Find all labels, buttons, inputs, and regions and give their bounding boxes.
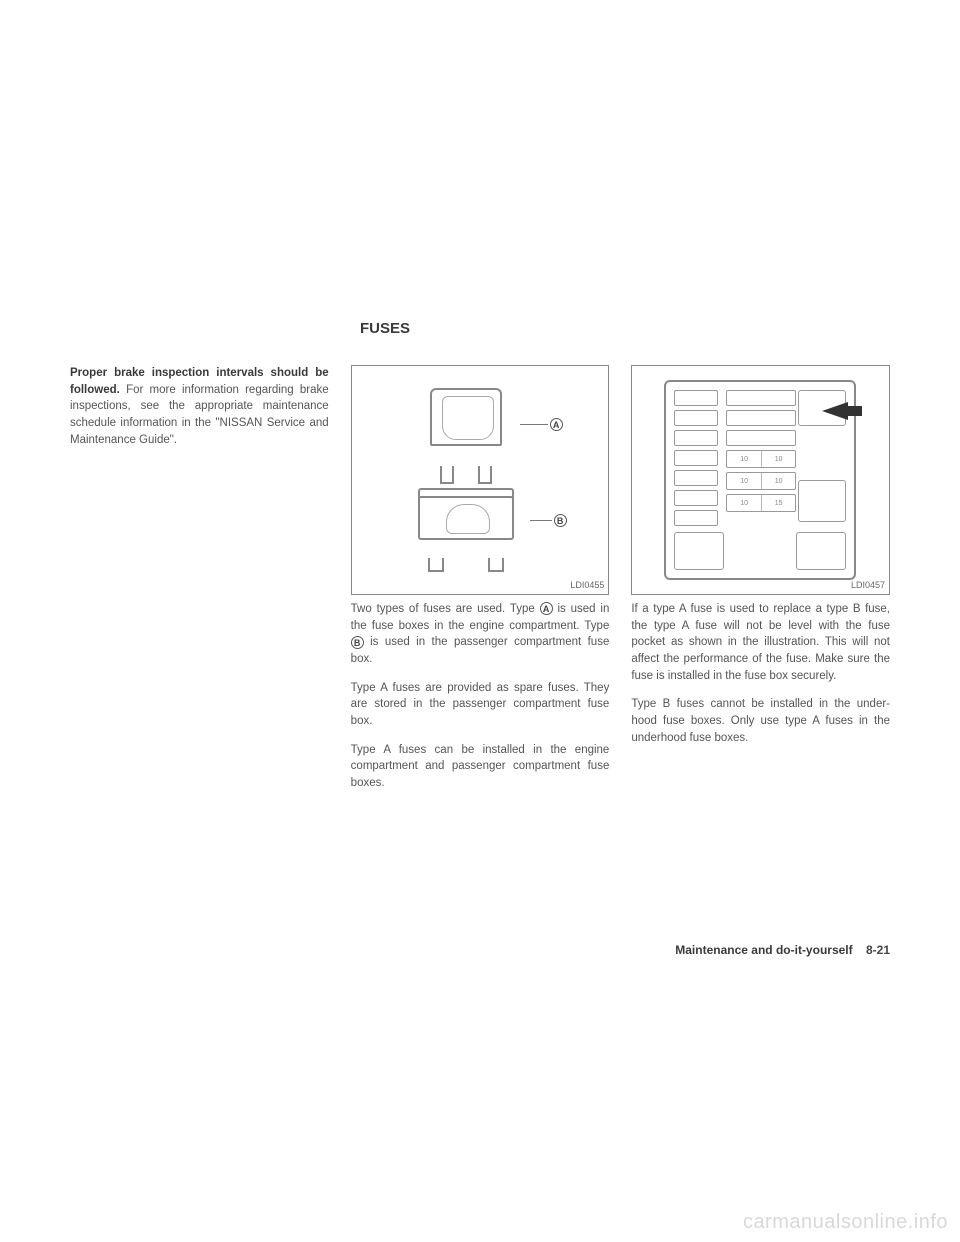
- fuse-num: 10: [727, 451, 762, 467]
- col2-para2: Type A fuses are provided as spare fuses…: [351, 680, 610, 730]
- column-2: A B LDI0455 Two types of fuses are used.…: [351, 365, 610, 804]
- fuse-type-b-icon: [418, 496, 514, 558]
- arrow-icon: [822, 402, 848, 420]
- watermark: carmanualsonline.info: [743, 1211, 948, 1234]
- col2-p1c: is used in the passenger compartment fus…: [351, 636, 610, 665]
- label-a: A: [520, 418, 563, 431]
- column-3: 1010 1010 1015 LDI0457 If a type A fuse …: [631, 365, 890, 804]
- manual-page: FUSES Proper brake inspection intervals …: [70, 320, 890, 804]
- columns-wrap: Proper brake inspection intervals should…: [70, 365, 890, 804]
- fuse-num: 10: [727, 495, 762, 511]
- col2-para1: Two types of fuses are used. Type A is u…: [351, 601, 610, 668]
- fuse-num: 10: [727, 473, 762, 489]
- fig2-caption: LDI0457: [851, 579, 885, 592]
- inline-circle-b-icon: B: [351, 636, 364, 649]
- col1-para1: Proper brake inspection intervals should…: [70, 365, 329, 448]
- fuse-type-a-icon: [430, 388, 502, 466]
- inline-circle-a-icon: A: [540, 602, 553, 615]
- col2-para3: Type A fuses can be installed in the eng…: [351, 742, 610, 792]
- fuse-num: 10: [762, 451, 796, 467]
- figure-fuse-types: A B LDI0455: [351, 365, 610, 595]
- fuse-box-icon: 1010 1010 1015: [664, 380, 856, 580]
- section-title: FUSES: [360, 320, 890, 337]
- column-1: Proper brake inspection intervals should…: [70, 365, 329, 804]
- col2-p1a: Two types of fuses are used. Type: [351, 603, 540, 615]
- page-footer: Maintenance and do-it-yourself 8-21: [675, 943, 890, 957]
- fuse-num: 10: [762, 473, 796, 489]
- circle-b-icon: B: [554, 514, 567, 527]
- circle-a-icon: A: [550, 418, 563, 431]
- col3-para2: Type B fuses cannot be installed in the …: [631, 696, 890, 746]
- label-b: B: [530, 514, 567, 527]
- footer-page: 8-21: [866, 943, 890, 957]
- footer-chapter: Maintenance and do-it-yourself: [675, 943, 852, 957]
- figure-fuse-box: 1010 1010 1015 LDI0457: [631, 365, 890, 595]
- col3-para1: If a type A fuse is used to replace a ty…: [631, 601, 890, 684]
- fig1-caption: LDI0455: [570, 579, 604, 592]
- fuse-num: 15: [762, 495, 796, 511]
